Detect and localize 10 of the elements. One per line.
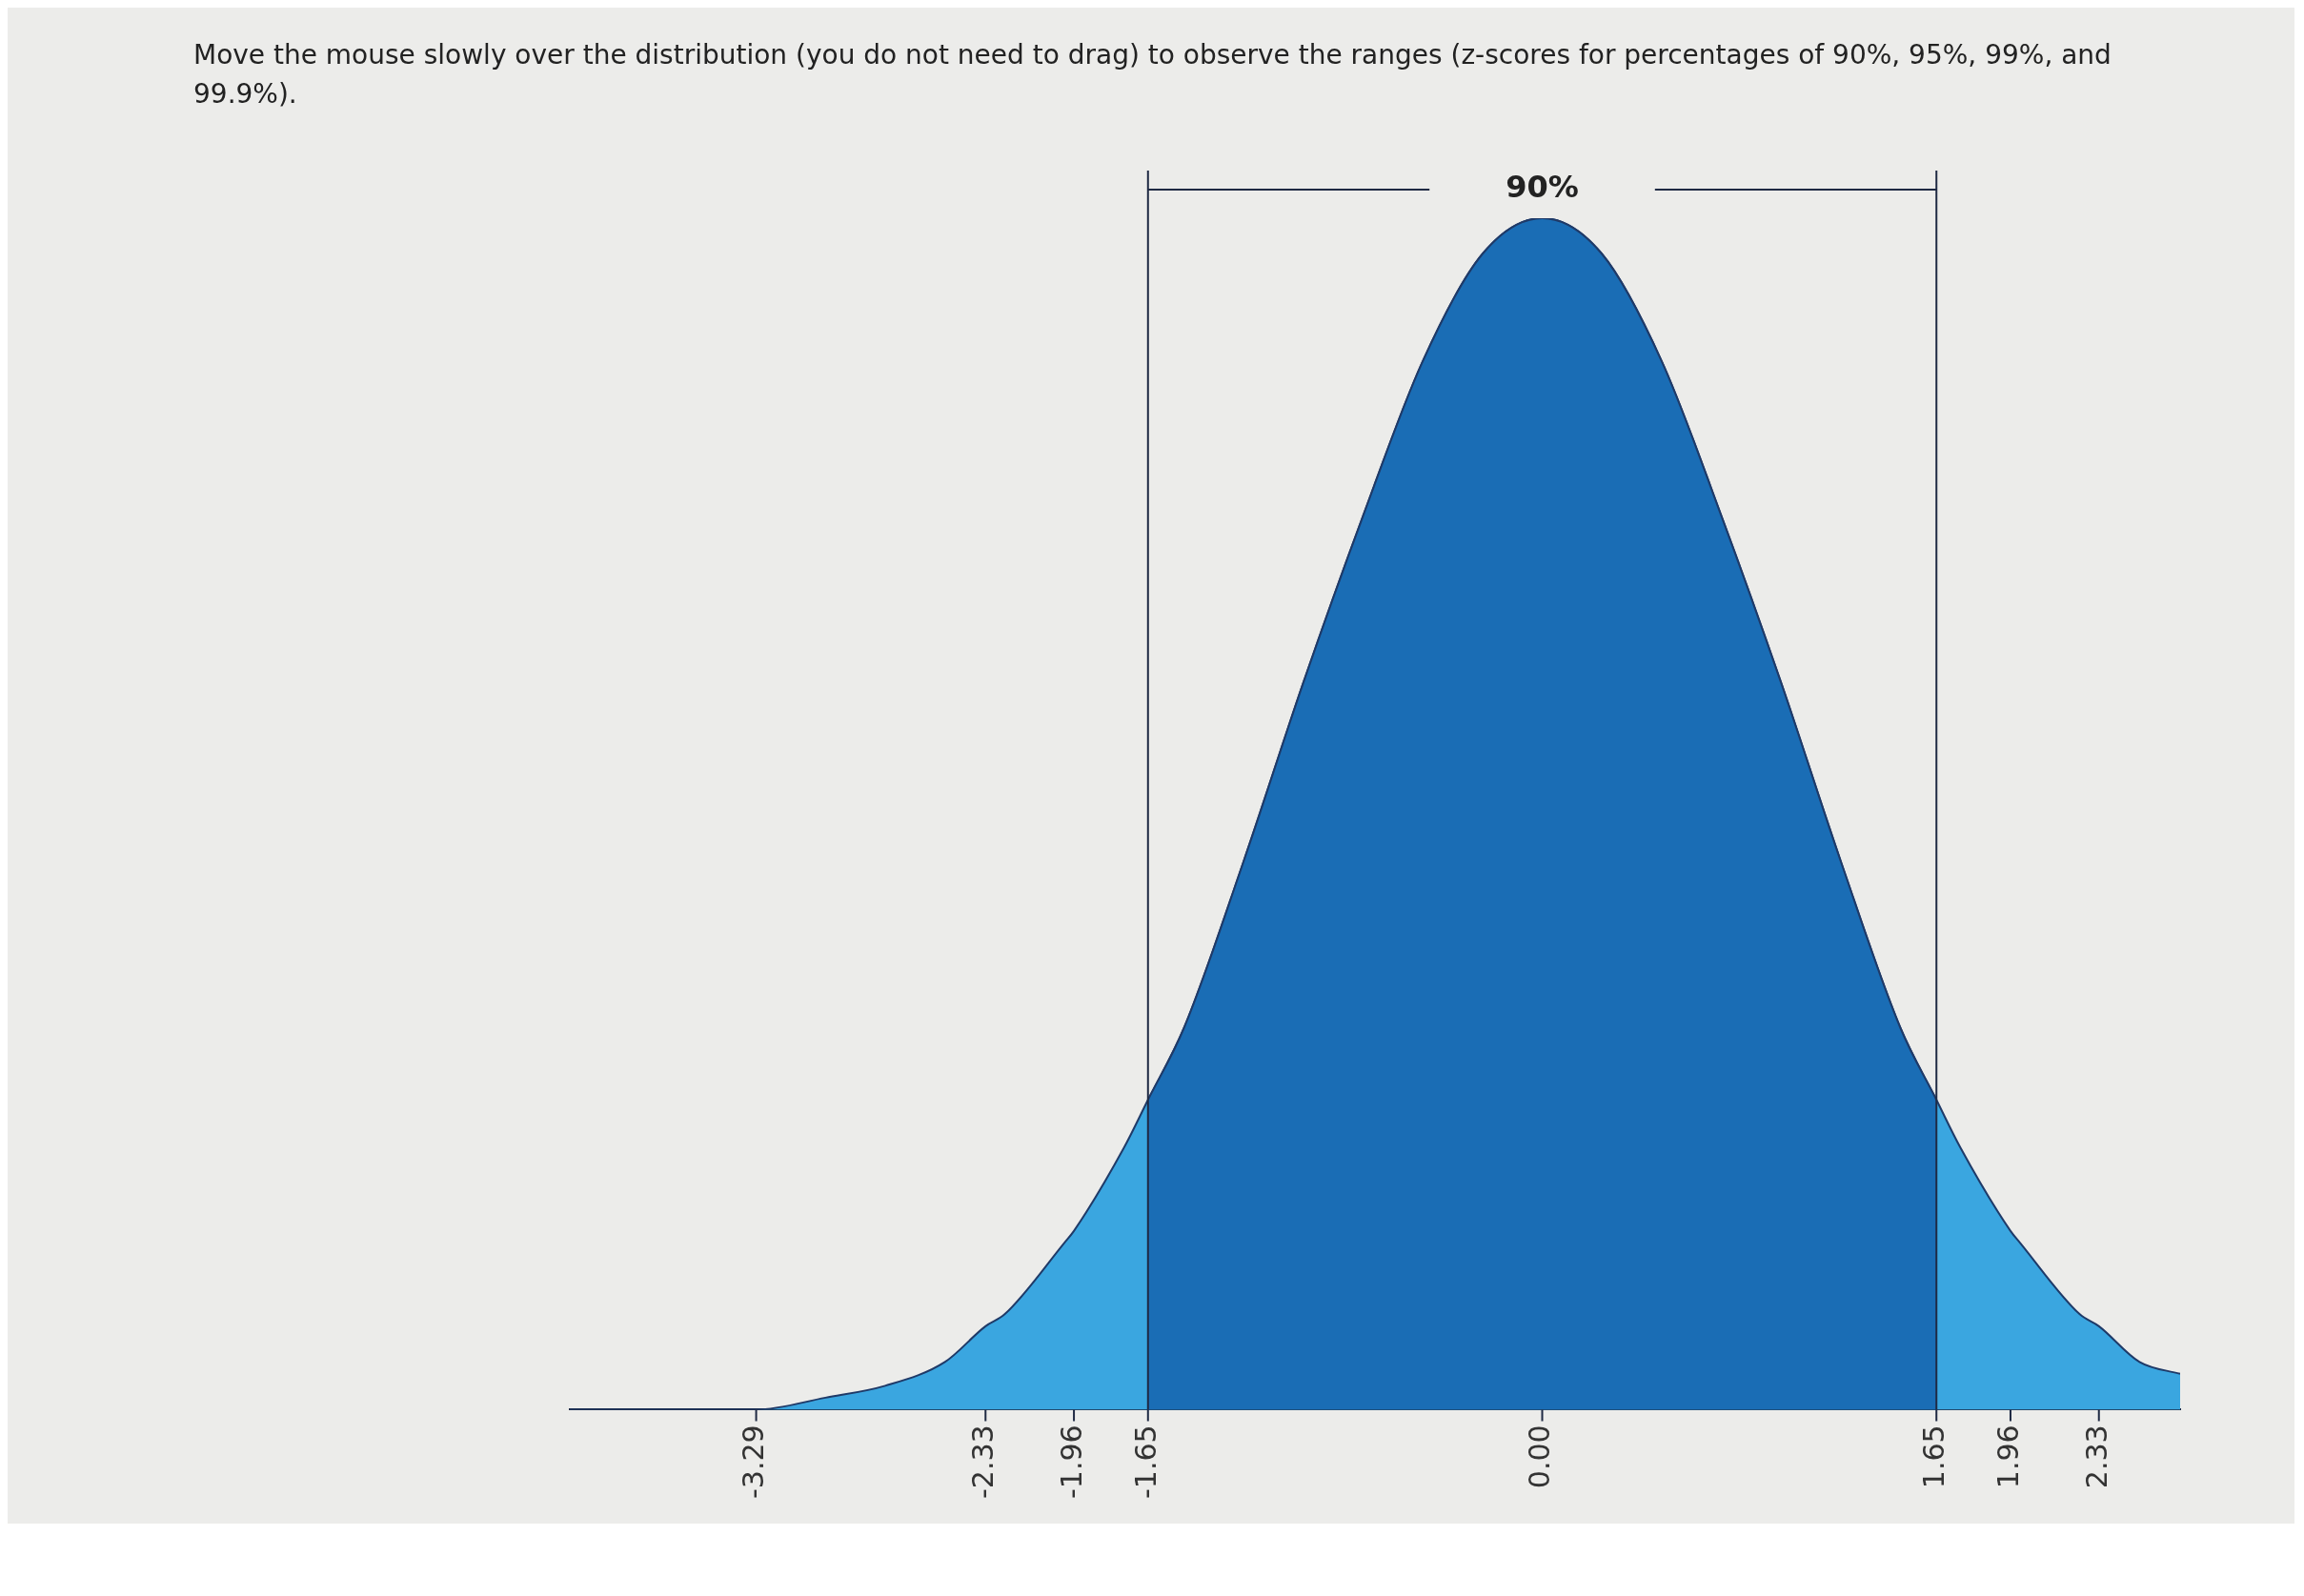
x-tick-label: -1.65	[1128, 1424, 1162, 1500]
chart-title: Move the mouse slowly over the distribution (you do not need to drag) to observe the ranges (z-scores for percentages of 90%, 95%, 99%, and 99.9%).	[192, 38, 2112, 111]
x-tick-label: 1.65	[1917, 1424, 1951, 1489]
x-tick-label: 2.33	[2079, 1424, 2113, 1489]
text: 90%	[1506, 169, 1579, 206]
x-tick-label: -1.96	[1054, 1424, 1088, 1500]
x-tick-label: 0.00	[1523, 1424, 1557, 1489]
x-tick-label: -3.29	[737, 1424, 771, 1500]
x-tick-label: -2.33	[966, 1424, 1000, 1500]
x-tick-label: 1.96	[1991, 1424, 2025, 1489]
